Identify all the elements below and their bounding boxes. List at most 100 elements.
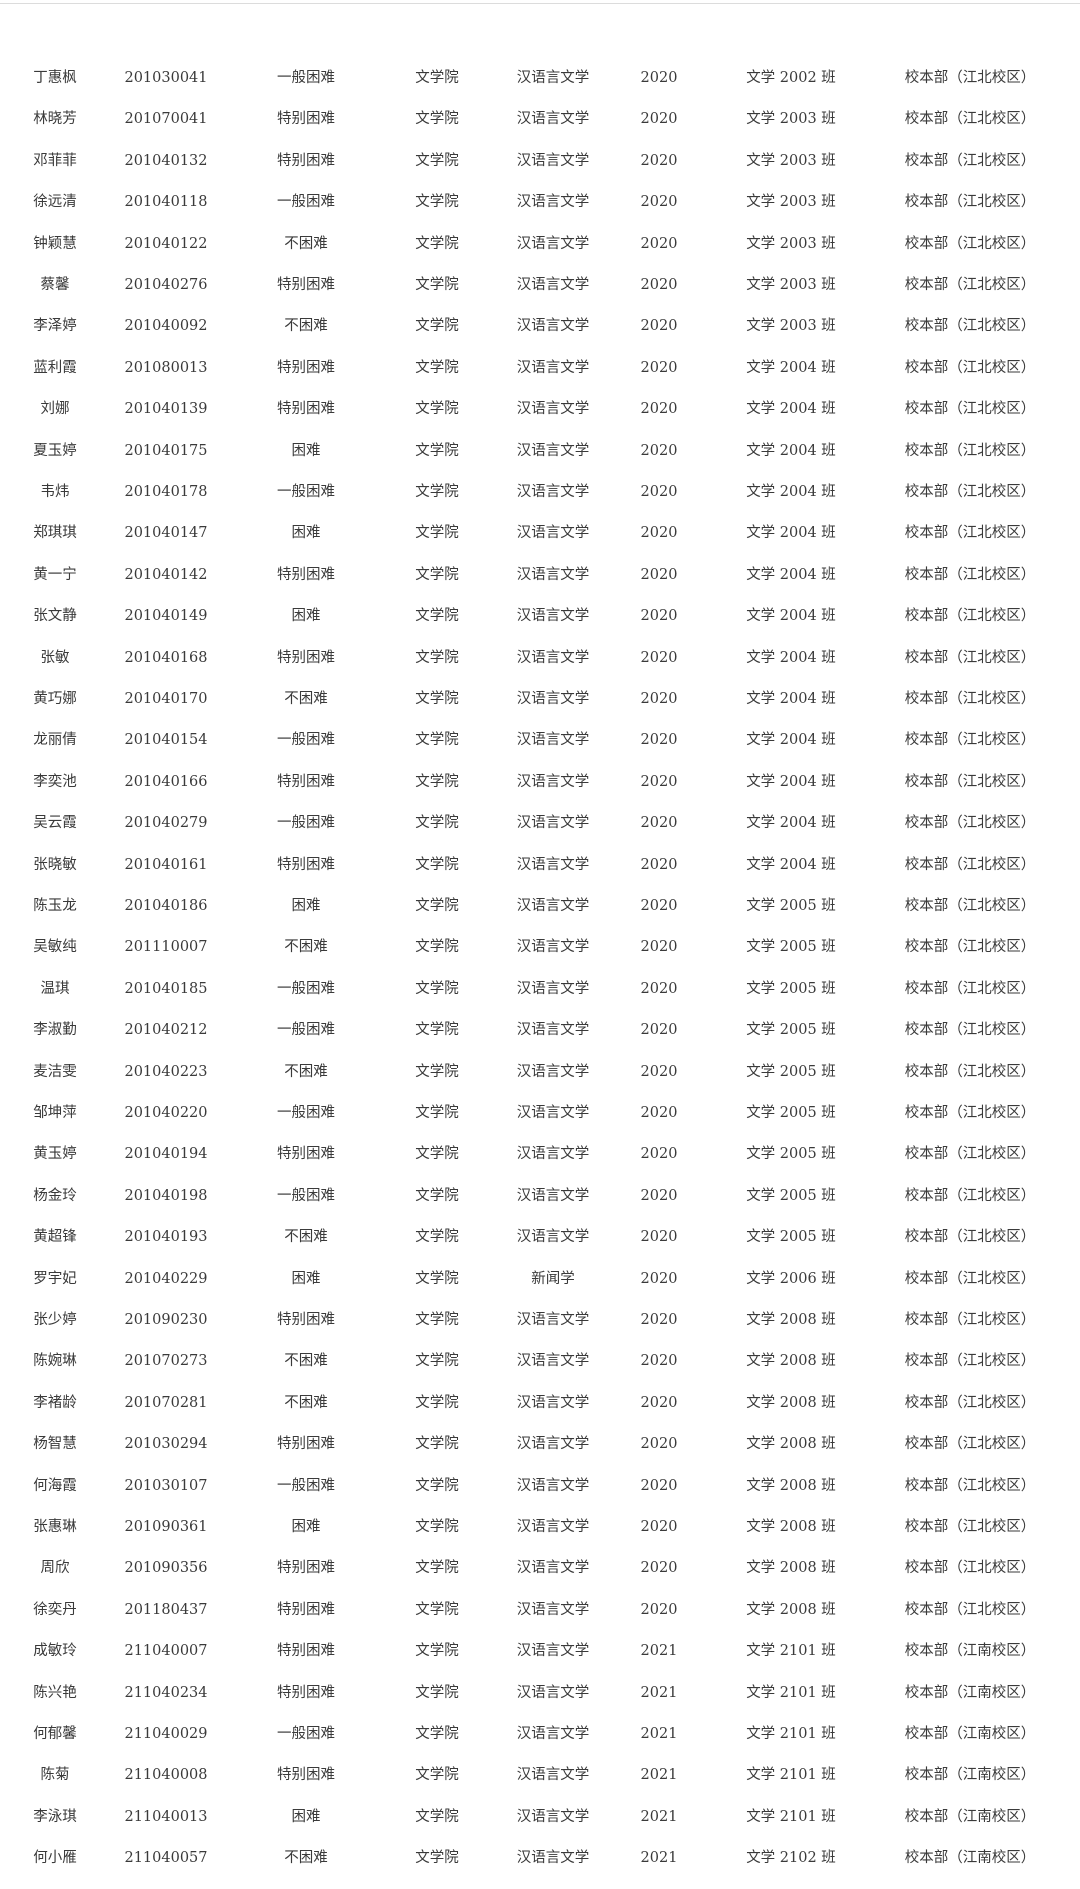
grade-year: 2020 <box>640 525 678 542</box>
difficulty-level: 特别困难 <box>277 1436 335 1453</box>
class-name: 文学 2006 班 <box>746 1270 836 1287</box>
student-name: 杨智慧 <box>33 1436 77 1453</box>
student-id: 201040223 <box>124 1063 208 1080</box>
student-id: 201030294 <box>124 1436 208 1453</box>
table-row: 蓝利霞 201080013 特别困难 文学院 汉语言文学 2020 文学 2004 班 校本部… <box>0 358 1080 399</box>
student-id: 201070281 <box>124 1394 208 1411</box>
grade-year: 2020 <box>640 566 678 583</box>
class-name: 文学 2101 班 <box>746 1643 836 1660</box>
campus: 校本部（江南校区） <box>904 1684 1036 1701</box>
student-name: 陈菊 <box>40 1767 70 1784</box>
campus: 校本部（江北校区） <box>904 1394 1036 1411</box>
major: 新闻学 <box>531 1270 575 1287</box>
campus: 校本部（江北校区） <box>904 1601 1036 1618</box>
difficulty-level: 特别困难 <box>277 649 335 666</box>
class-name: 文学 2008 班 <box>746 1312 836 1328</box>
student-id: 201040186 <box>124 898 208 914</box>
student-id: 201040193 <box>124 1229 208 1246</box>
student-id: 211040234 <box>124 1684 208 1701</box>
campus: 校本部（江北校区） <box>904 70 1036 86</box>
class-name: 文学 2008 班 <box>746 1353 836 1370</box>
major: 汉语言文学 <box>516 1643 590 1660</box>
major: 汉语言文学 <box>516 1519 590 1535</box>
difficulty-level: 困难 <box>291 898 321 914</box>
student-name: 夏玉婷 <box>33 442 77 459</box>
grade-year: 2020 <box>640 401 678 418</box>
class-name: 文学 2003 班 <box>746 318 836 335</box>
college: 文学院 <box>415 566 459 583</box>
college: 文学院 <box>415 1146 459 1163</box>
class-name: 文学 2004 班 <box>746 359 836 376</box>
grade-year: 2021 <box>640 1684 678 1701</box>
major: 汉语言文学 <box>516 111 590 128</box>
grade-year: 2020 <box>640 152 678 169</box>
major: 汉语言文学 <box>516 1477 590 1494</box>
grade-year: 2020 <box>640 442 678 459</box>
difficulty-level: 特别困难 <box>277 1312 335 1328</box>
campus: 校本部（江北校区） <box>904 1022 1036 1039</box>
table-row: 杨智慧 201030294 特别困难 文学院 汉语言文学 2020 文学 2008 班 校本部… <box>0 1434 1080 1475</box>
table-row: 李淑勤 201040212 一般困难 文学院 汉语言文学 2020 文学 2005 班 校本部… <box>0 1020 1080 1061</box>
student-id: 201040149 <box>124 608 208 625</box>
campus: 校本部（江北校区） <box>904 815 1036 832</box>
college: 文学院 <box>415 1560 459 1577</box>
table-row: 黄一宁 201040142 特别困难 文学院 汉语言文学 2020 文学 2004 班 校本部… <box>0 565 1080 606</box>
grade-year: 2021 <box>640 1643 678 1660</box>
major: 汉语言文学 <box>516 194 590 211</box>
grade-year: 2020 <box>640 194 678 211</box>
class-name: 文学 2101 班 <box>746 1726 836 1742</box>
college: 文学院 <box>415 939 459 956</box>
difficulty-level: 特别困难 <box>277 566 335 583</box>
difficulty-level: 特别困难 <box>277 856 335 873</box>
campus: 校本部（江北校区） <box>904 442 1036 459</box>
table-row: 李泳琪 211040013 困难 文学院 汉语言文学 2021 文学 2101 班 校本部（江… <box>0 1807 1080 1848</box>
class-name: 文学 2008 班 <box>746 1519 836 1535</box>
campus: 校本部（江北校区） <box>904 1353 1036 1370</box>
class-name: 文学 2101 班 <box>746 1767 836 1784</box>
campus: 校本部（江北校区） <box>904 277 1036 293</box>
class-name: 文学 2004 班 <box>746 525 836 542</box>
student-name: 杨金玲 <box>33 1187 77 1204</box>
grade-year: 2020 <box>640 1394 678 1411</box>
difficulty-level: 特别困难 <box>277 111 335 128</box>
college: 文学院 <box>415 649 459 666</box>
grade-year: 2020 <box>640 898 678 914</box>
grade-year: 2020 <box>640 359 678 376</box>
student-name: 徐奕丹 <box>33 1601 77 1618</box>
college: 文学院 <box>415 111 459 128</box>
major: 汉语言文学 <box>516 566 590 583</box>
student-name: 李褚龄 <box>33 1394 77 1411</box>
campus: 校本部（江北校区） <box>904 484 1036 500</box>
major: 汉语言文学 <box>516 732 590 749</box>
table-row: 李泽婷 201040092 不困难 文学院 汉语言文学 2020 文学 2003 班 校本部（… <box>0 316 1080 357</box>
campus: 校本部（江北校区） <box>904 980 1036 997</box>
student-name: 张少婷 <box>33 1312 77 1328</box>
student-name: 蓝利霞 <box>33 359 77 376</box>
table-row: 张少婷 201090230 特别困难 文学院 汉语言文学 2020 文学 2008 班 校本部… <box>0 1310 1080 1351</box>
difficulty-level: 一般困难 <box>277 1187 335 1204</box>
student-id: 201040118 <box>124 194 208 211</box>
campus: 校本部（江北校区） <box>904 111 1036 128</box>
major: 汉语言文学 <box>516 525 590 542</box>
campus: 校本部（江南校区） <box>904 1850 1036 1867</box>
class-name: 文学 2005 班 <box>746 1022 836 1039</box>
major: 汉语言文学 <box>516 1684 590 1701</box>
table-row: 李褚龄 201070281 不困难 文学院 汉语言文学 2020 文学 2008 班 校本部（… <box>0 1393 1080 1434</box>
student-id: 211040013 <box>124 1808 208 1825</box>
college: 文学院 <box>415 318 459 335</box>
campus: 校本部（江北校区） <box>904 152 1036 169</box>
table-row: 邹坤萍 201040220 一般困难 文学院 汉语言文学 2020 文学 2005 班 校本部… <box>0 1103 1080 1144</box>
student-id: 201070273 <box>124 1353 208 1370</box>
campus: 校本部（江北校区） <box>904 318 1036 335</box>
class-name: 文学 2008 班 <box>746 1436 836 1453</box>
difficulty-level: 一般困难 <box>277 484 335 500</box>
grade-year: 2021 <box>640 1767 678 1784</box>
major: 汉语言文学 <box>516 1312 590 1328</box>
difficulty-level: 困难 <box>291 525 321 542</box>
grade-year: 2020 <box>640 1229 678 1246</box>
student-name: 张晓敏 <box>33 856 77 873</box>
grade-year: 2020 <box>640 1270 678 1287</box>
student-id: 201040147 <box>124 525 208 542</box>
table-row: 何郁馨 211040029 一般困难 文学院 汉语言文学 2021 文学 2101 班 校本部… <box>0 1724 1080 1765</box>
campus: 校本部（江北校区） <box>904 1229 1036 1246</box>
